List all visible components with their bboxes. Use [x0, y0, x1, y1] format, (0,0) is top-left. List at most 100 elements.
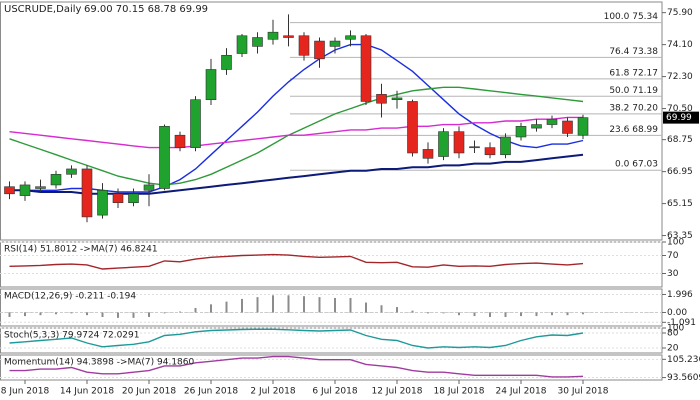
histogram-bar	[365, 302, 367, 313]
candle-body	[345, 35, 356, 40]
y-tick-label: 0.00	[667, 308, 687, 318]
histogram-bar	[70, 312, 73, 314]
histogram-bar	[241, 298, 243, 313]
y-tick-label: 66.95	[667, 167, 693, 177]
histogram-bar	[473, 312, 476, 317]
candle-body	[267, 31, 279, 40]
x-tick-label: 8 Jun 2018	[1, 387, 50, 397]
candle-body	[252, 37, 263, 47]
y-tick-label: 100	[667, 238, 684, 248]
y-tick-label: 1.996	[667, 290, 693, 300]
y-tick-label: 93.5609	[667, 373, 700, 383]
candle-body	[391, 97, 403, 100]
candle-body	[469, 146, 480, 149]
moving-average	[9, 116, 583, 149]
histogram-bar	[303, 296, 305, 313]
fib-label: 23.6 68.99	[609, 125, 658, 135]
histogram-bar	[318, 297, 321, 313]
histogram-bar	[551, 312, 553, 316]
candle-body	[159, 126, 170, 189]
fib-label: 38.2 70.20	[609, 103, 658, 113]
chart-title: USCRUDE,Daily	[4, 4, 81, 15]
candle-body	[577, 117, 589, 136]
indicator-title: RSI(14) 51.8012 ->MA(7) 46.8241	[4, 245, 158, 255]
price-tag	[663, 111, 699, 124]
indicator-title: Momentum(14) 94.3898 ->MA(7) 94.1860	[4, 358, 195, 368]
candle-body	[298, 35, 310, 56]
candle-body	[314, 40, 325, 60]
histogram-bar	[272, 295, 274, 313]
x-tick-label: 20 Jun 2018	[122, 387, 176, 397]
histogram-bar	[163, 312, 166, 314]
x-tick-label: 26 Jun 2018	[184, 387, 238, 397]
indicator-line	[9, 328, 584, 349]
histogram-bar	[117, 312, 119, 318]
y-tick-label: 20	[667, 344, 679, 354]
candle-body	[562, 120, 573, 134]
histogram-bar	[566, 312, 569, 316]
candle-body	[422, 149, 434, 159]
indicator-title: Stoch(5,3,3) 79.9724 72.0291	[4, 331, 139, 341]
candle-body	[453, 131, 465, 154]
x-tick-label: 24 Jul 2018	[496, 387, 547, 397]
candle-body	[360, 35, 372, 102]
histogram-bar	[86, 312, 88, 316]
fib-label: 50.0 71.19	[609, 86, 658, 96]
histogram-bar	[535, 312, 538, 317]
candle-body	[407, 101, 418, 154]
histogram-bar	[55, 312, 57, 315]
histogram-bar	[489, 312, 491, 317]
panel-frame	[0, 354, 663, 381]
candle-body	[221, 54, 232, 70]
y-tick-label: -1.091	[667, 318, 696, 328]
candle-body	[438, 131, 449, 157]
candle-body	[515, 126, 527, 138]
candle-body	[81, 168, 93, 218]
fib-label: 61.8 72.17	[609, 68, 658, 78]
histogram-bar	[287, 295, 290, 313]
panel-frame	[0, 327, 663, 354]
fib-label: 100.0 75.34	[604, 12, 659, 22]
histogram-bar	[442, 312, 445, 314]
histogram-bar	[24, 312, 26, 317]
y-tick-label: 65.15	[667, 199, 693, 209]
y-tick-label: 72.30	[667, 72, 693, 82]
candle-body	[546, 118, 558, 125]
histogram-bar	[132, 312, 135, 318]
candle-body	[97, 189, 108, 216]
candle-body	[329, 40, 341, 47]
candle-body	[66, 168, 77, 175]
histogram-bar	[39, 312, 42, 316]
histogram-bar	[210, 304, 212, 313]
histogram-bar	[8, 312, 11, 317]
histogram-bar	[101, 312, 104, 317]
candle-body	[174, 134, 186, 148]
candle-body	[143, 184, 155, 191]
x-tick-label: 18 Jul 2018	[434, 387, 485, 397]
candle-body	[531, 124, 542, 129]
indicator-title: MACD(12,26,9) -0.211 -0.194	[4, 292, 136, 302]
histogram-bar	[256, 297, 259, 313]
candle-body	[205, 69, 217, 100]
y-tick-label: 70	[667, 251, 679, 261]
y-tick-label: 68.75	[667, 135, 693, 145]
candle-body	[500, 136, 511, 156]
candle-body	[4, 186, 15, 195]
indicator-line	[9, 355, 584, 378]
panel-frame	[0, 288, 663, 327]
candle-body	[19, 184, 31, 196]
y-tick-label: 63.35	[667, 231, 693, 241]
candle-body	[35, 186, 46, 189]
y-tick-label: 105.2367	[667, 355, 700, 365]
y-tick-label: 80	[667, 329, 679, 339]
x-tick-label: 6 Jul 2018	[312, 387, 357, 397]
histogram-bar	[380, 305, 383, 313]
histogram-bar	[458, 312, 460, 316]
candle-body	[283, 35, 294, 38]
candle-body	[484, 147, 496, 156]
candle-body	[190, 99, 201, 148]
histogram-bar	[504, 312, 507, 317]
histogram-bar	[194, 307, 197, 313]
histogram-bar	[520, 312, 522, 317]
